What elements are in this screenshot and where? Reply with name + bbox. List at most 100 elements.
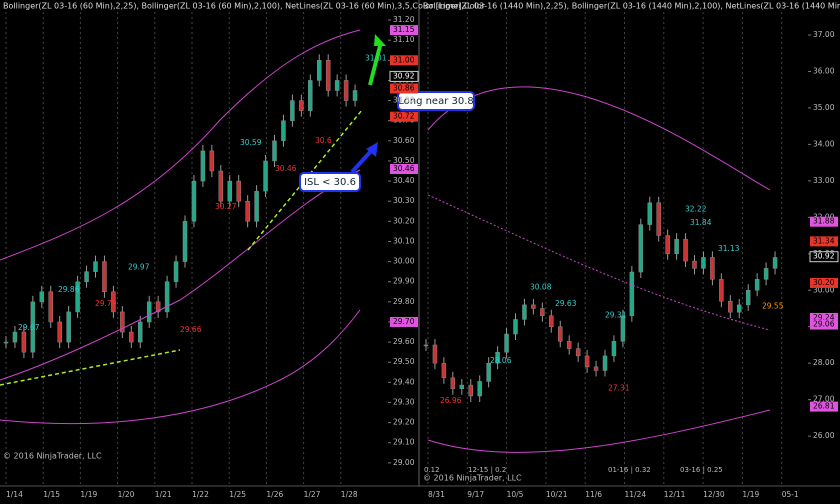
candle	[513, 319, 518, 335]
annotation: ISL < 30.6	[304, 177, 356, 188]
panel-header: Bollinger(ZL 03-16 (60 Min),2,25), Bolli…	[3, 2, 486, 11]
price-badge	[810, 401, 838, 412]
candle	[102, 261, 107, 293]
candle	[290, 100, 295, 121]
candle	[745, 290, 751, 306]
contract-label: 0.12	[424, 466, 440, 474]
x-tick-label: 11/24	[625, 490, 647, 499]
y-tick-label: 28.00	[813, 358, 835, 367]
candle	[468, 384, 473, 397]
candle	[281, 120, 286, 142]
candle	[263, 160, 268, 192]
candle	[218, 170, 224, 202]
green-arrow	[368, 41, 383, 86]
level-note: 29.67	[18, 323, 40, 332]
candle	[719, 279, 724, 302]
x-tick-label: 10/5	[507, 490, 524, 499]
candle	[111, 291, 116, 313]
candle	[48, 291, 53, 323]
candle	[423, 344, 429, 347]
x-tick-label: 1/15	[43, 490, 60, 499]
level-note: 30.27	[215, 202, 237, 211]
level-note: 32.22	[685, 204, 707, 213]
candle	[308, 80, 313, 111]
candle	[12, 331, 18, 343]
price-badge-label: 30.92	[393, 71, 415, 80]
candle	[334, 80, 340, 91]
candle	[763, 268, 769, 280]
level-note: 29.55	[762, 302, 784, 311]
price-badge	[810, 312, 838, 323]
y-tick-label: 36.00	[813, 66, 835, 75]
candle	[450, 377, 456, 389]
y-tick-label: 30.10	[393, 236, 415, 245]
y-tick-label: 29.40	[393, 377, 415, 386]
price-badge-label: 30.46	[393, 164, 415, 173]
price-badge	[390, 25, 418, 36]
blue-arrow	[350, 148, 374, 174]
candle	[522, 304, 527, 320]
y-tick-label: 33.00	[813, 176, 835, 185]
bollinger-lower	[0, 309, 361, 425]
x-tick-label: 9/17	[467, 490, 484, 499]
x-tick-label: 1/28	[341, 490, 358, 499]
candle	[611, 341, 617, 357]
trendline	[247, 109, 363, 251]
x-tick-label: 12/30	[703, 490, 725, 499]
candle	[566, 341, 572, 349]
candle	[665, 235, 670, 255]
level-note: 30.59	[240, 138, 262, 147]
level-note: 30.6	[315, 136, 332, 145]
contract-label: 03-16 | 0.25	[680, 466, 723, 474]
y-tick-label: 37.00	[813, 30, 835, 39]
candle	[441, 362, 447, 379]
candle	[343, 80, 349, 101]
candle	[647, 202, 652, 225]
price-badge	[810, 236, 838, 247]
candle	[299, 100, 304, 111]
contract-label: 01-16 | 0.32	[608, 466, 651, 474]
level-note: 29.97	[128, 263, 150, 272]
candle	[701, 257, 706, 269]
bollinger-mid	[427, 194, 771, 331]
level-note: 26.96	[440, 396, 462, 405]
candle	[620, 315, 626, 342]
candle	[173, 261, 179, 282]
candle	[200, 150, 206, 182]
level-note: 29.66	[180, 325, 202, 334]
x-tick-label: 10/21	[546, 490, 568, 499]
candle	[66, 311, 71, 343]
x-tick-label: 11/6	[585, 490, 602, 499]
candle	[629, 271, 635, 317]
x-tick-label: 1/19	[80, 490, 97, 499]
candle	[129, 331, 134, 343]
candle	[558, 326, 563, 342]
y-tick-label: 29.00	[393, 458, 415, 467]
level-note: 29.86	[58, 285, 80, 294]
candle	[531, 304, 536, 309]
bollinger-lower	[427, 409, 771, 453]
candle	[575, 348, 581, 357]
y-tick-label: 29.60	[393, 337, 415, 346]
candle	[138, 321, 143, 343]
level-note: 31.01	[365, 53, 387, 62]
candle	[146, 301, 152, 323]
candle	[540, 308, 545, 317]
x-tick-label: 1/27	[304, 490, 321, 499]
candle	[432, 344, 438, 364]
blue-arrow-head	[366, 142, 378, 157]
level-note: 28.06	[490, 356, 512, 365]
x-tick-label: 1/19	[742, 490, 759, 499]
candle	[754, 279, 760, 291]
price-badge-label: 31.00	[393, 55, 415, 64]
y-tick-label: 30.60	[393, 136, 415, 145]
y-tick-label: 31.10	[393, 35, 415, 44]
copyright: © 2016 NinjaTrader, LLC	[3, 452, 102, 461]
price-badge-label: 31.34	[813, 236, 835, 245]
candle	[692, 260, 697, 269]
candle	[737, 304, 742, 313]
price-badge-label: 31.15	[393, 25, 415, 34]
x-tick-label: 8/31	[428, 490, 445, 499]
